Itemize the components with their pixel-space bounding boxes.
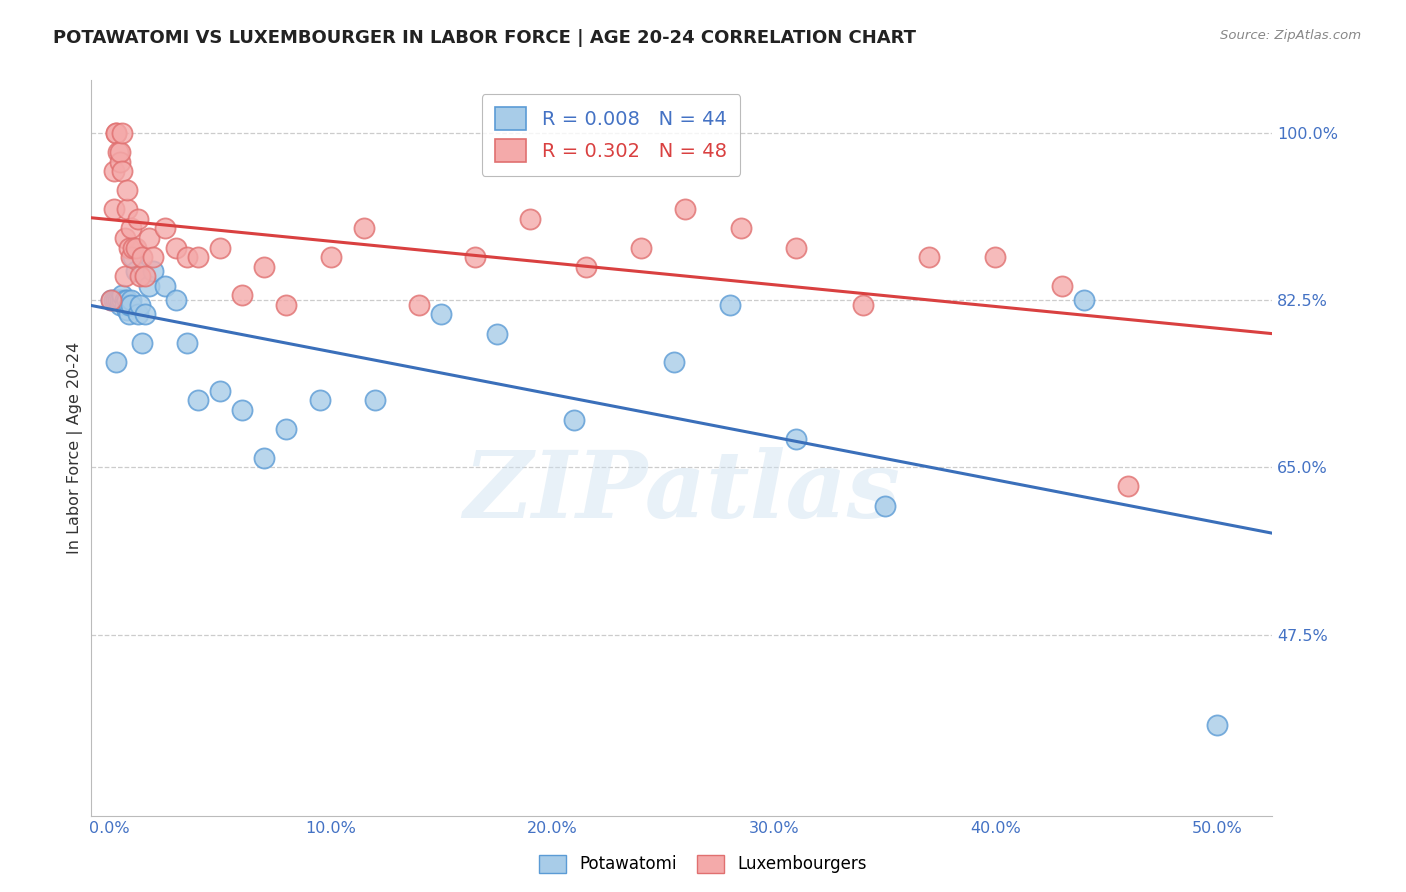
Point — [114, 293, 136, 307]
Point — [108, 293, 131, 307]
Point — [308, 393, 330, 408]
Point — [115, 302, 138, 317]
Point — [111, 164, 134, 178]
Point — [118, 240, 141, 255]
Point — [519, 211, 541, 226]
Point — [107, 145, 129, 159]
Point — [118, 298, 141, 312]
Point — [131, 250, 153, 264]
Text: Source: ZipAtlas.com: Source: ZipAtlas.com — [1220, 29, 1361, 42]
Point — [319, 250, 342, 264]
Point — [103, 202, 125, 217]
Point — [187, 393, 209, 408]
Point — [364, 393, 387, 408]
Point — [673, 202, 696, 217]
Point — [1073, 293, 1095, 307]
Point — [129, 269, 152, 284]
Point — [118, 307, 141, 321]
Point — [111, 126, 134, 140]
Point — [231, 403, 253, 417]
Point — [120, 250, 142, 264]
Legend: R = 0.008   N = 44, R = 0.302   N = 48: R = 0.008 N = 44, R = 0.302 N = 48 — [482, 94, 741, 176]
Point — [120, 293, 142, 307]
Point — [984, 250, 1007, 264]
Point — [114, 269, 136, 284]
Point — [630, 240, 652, 255]
Point — [464, 250, 486, 264]
Point — [108, 298, 131, 312]
Point — [131, 336, 153, 351]
Point — [564, 412, 586, 426]
Point — [253, 260, 276, 274]
Point — [153, 221, 176, 235]
Point — [785, 240, 807, 255]
Point — [276, 298, 298, 312]
Point — [125, 264, 148, 278]
Point — [114, 231, 136, 245]
Point — [120, 221, 142, 235]
Point — [142, 250, 165, 264]
Point — [100, 293, 122, 307]
Point — [115, 202, 138, 217]
Point — [165, 240, 187, 255]
Point — [127, 211, 149, 226]
Point — [111, 293, 134, 307]
Point — [138, 231, 160, 245]
Point — [408, 298, 430, 312]
Point — [103, 293, 125, 307]
Point — [104, 126, 127, 140]
Point — [138, 278, 160, 293]
Point — [430, 307, 453, 321]
Point — [108, 154, 131, 169]
Point — [1206, 718, 1229, 732]
Point — [103, 164, 125, 178]
Point — [187, 250, 209, 264]
Point — [153, 278, 176, 293]
Text: ZIPatlas: ZIPatlas — [464, 448, 900, 537]
Point — [115, 293, 138, 307]
Point — [134, 269, 156, 284]
Point — [129, 298, 152, 312]
Point — [485, 326, 508, 341]
Point — [918, 250, 941, 264]
Point — [1050, 278, 1073, 293]
Point — [785, 432, 807, 446]
Point — [353, 221, 375, 235]
Y-axis label: In Labor Force | Age 20-24: In Labor Force | Age 20-24 — [67, 343, 83, 554]
Point — [142, 264, 165, 278]
Legend: Potawatomi, Luxembourgers: Potawatomi, Luxembourgers — [533, 848, 873, 880]
Point — [253, 450, 276, 465]
Point — [115, 183, 138, 197]
Text: POTAWATOMI VS LUXEMBOURGER IN LABOR FORCE | AGE 20-24 CORRELATION CHART: POTAWATOMI VS LUXEMBOURGER IN LABOR FORC… — [53, 29, 917, 46]
Point — [104, 126, 127, 140]
Point — [176, 250, 198, 264]
Point — [873, 499, 896, 513]
Point — [104, 355, 127, 369]
Point — [134, 307, 156, 321]
Point — [718, 298, 741, 312]
Point — [276, 422, 298, 436]
Point — [122, 240, 145, 255]
Point — [111, 288, 134, 302]
Point — [730, 221, 752, 235]
Point — [662, 355, 685, 369]
Point — [100, 293, 122, 307]
Point — [208, 384, 231, 398]
Point — [165, 293, 187, 307]
Point — [208, 240, 231, 255]
Point — [120, 298, 142, 312]
Point — [231, 288, 253, 302]
Point — [574, 260, 596, 274]
Point — [125, 240, 148, 255]
Point — [1118, 479, 1140, 493]
Point — [108, 145, 131, 159]
Point — [176, 336, 198, 351]
Point — [114, 298, 136, 312]
Point — [851, 298, 873, 312]
Point — [127, 307, 149, 321]
Point — [107, 293, 129, 307]
Point — [122, 250, 145, 264]
Point — [104, 293, 127, 307]
